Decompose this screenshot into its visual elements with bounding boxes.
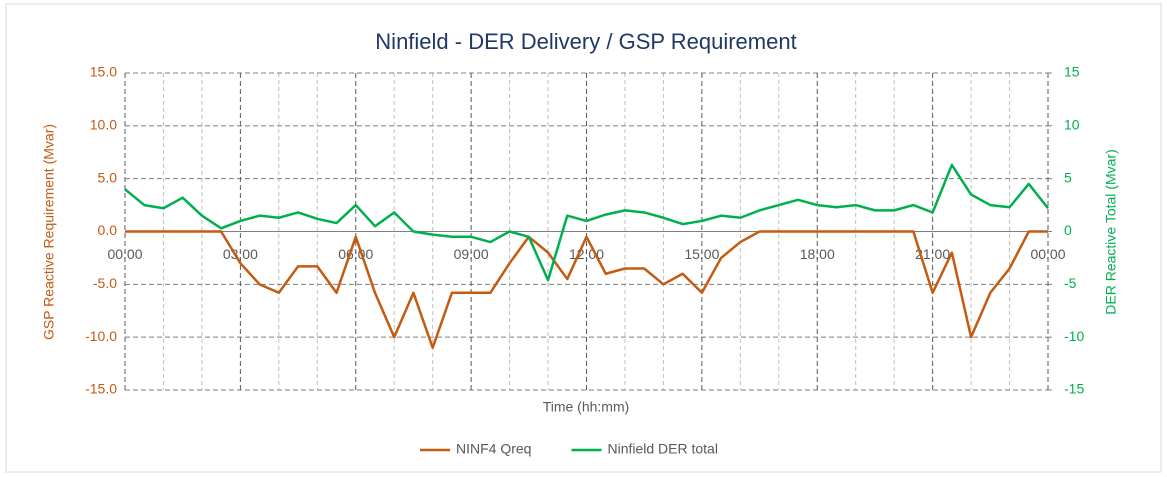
y2-tick-label: 15 [1064, 64, 1080, 80]
x-axis-label: Time (hh:mm) [543, 399, 630, 415]
y-tick-label: -10.0 [85, 328, 117, 344]
series-line [125, 230, 1048, 349]
y2-tick-label: -10 [1064, 328, 1084, 344]
x-tick-label: 21:00 [915, 246, 950, 262]
y-tick-label: 0.0 [98, 222, 118, 238]
y2-tick-label: -5 [1064, 275, 1077, 291]
x-tick-label: 00:00 [1030, 246, 1065, 262]
y2-tick-label: -15 [1064, 381, 1084, 397]
x-tick-label: 00:00 [107, 246, 142, 262]
x-tick-label: 09:00 [454, 246, 489, 262]
chart-title: Ninfield - DER Delivery / GSP Requiremen… [375, 29, 796, 54]
x-tick-label: 03:00 [223, 246, 258, 262]
y2-tick-label: 10 [1064, 117, 1080, 133]
x-tick-label: 15:00 [684, 246, 719, 262]
y-tick-label: -5.0 [93, 275, 117, 291]
x-tick-label: 06:00 [338, 246, 373, 262]
y-tick-label: -15.0 [85, 381, 117, 397]
y-tick-label: 15.0 [90, 64, 117, 80]
y-axis-label: GSP Reactive Requirement (Mvar) [41, 124, 57, 340]
y2-axis-label: DER Reactive Total (Mvar) [1103, 149, 1119, 314]
y-tick-label: 10.0 [90, 117, 117, 133]
x-tick-label: 18:00 [800, 246, 835, 262]
chart-frame [5, 3, 1162, 473]
legend-label: Ninfield DER total [607, 441, 718, 457]
y2-tick-label: 0 [1064, 222, 1072, 238]
legend-label: NINF4 Qreq [456, 441, 531, 457]
series-line [124, 163, 1049, 282]
y-tick-label: 5.0 [98, 169, 118, 185]
y2-tick-label: 5 [1064, 169, 1072, 185]
